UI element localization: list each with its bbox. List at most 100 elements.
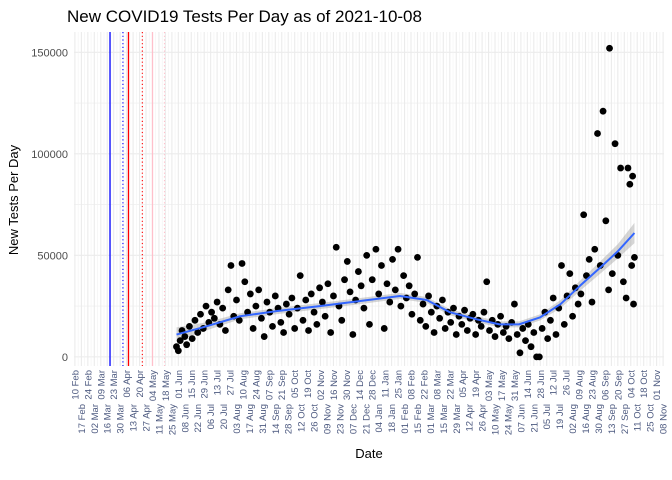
data-point bbox=[375, 290, 383, 298]
data-point bbox=[483, 278, 491, 286]
data-point bbox=[313, 320, 321, 328]
data-point bbox=[472, 331, 480, 338]
data-point bbox=[419, 300, 427, 308]
data-point bbox=[305, 327, 312, 334]
x-tick-label: 19 Apr bbox=[471, 370, 482, 397]
x-tick-label: 03 Aug bbox=[232, 404, 243, 434]
x-tick-label: 15 Jun bbox=[187, 370, 198, 399]
x-tick-label: 19 Jul bbox=[555, 404, 566, 429]
x-tick-label: 01 Feb bbox=[400, 404, 411, 434]
x-tick-label: 25 May bbox=[167, 404, 178, 435]
data-point bbox=[318, 298, 326, 306]
data-point bbox=[602, 217, 610, 225]
data-point bbox=[183, 341, 191, 349]
data-point bbox=[210, 314, 218, 322]
data-point bbox=[436, 314, 444, 322]
data-point bbox=[197, 310, 204, 318]
data-point bbox=[238, 260, 246, 267]
x-tick-label: 13 Apr bbox=[129, 404, 140, 431]
data-point bbox=[422, 323, 430, 330]
data-point bbox=[378, 262, 385, 269]
x-tick-label: 06 Apr bbox=[122, 370, 133, 397]
data-point bbox=[394, 245, 402, 253]
data-point bbox=[599, 107, 607, 115]
data-point bbox=[386, 298, 394, 306]
x-tick-label: 24 Aug bbox=[251, 370, 262, 400]
data-point bbox=[389, 256, 396, 263]
x-tick-label: 31 May bbox=[510, 370, 521, 401]
x-tick-label: 12 Apr bbox=[465, 404, 476, 431]
data-point bbox=[277, 318, 285, 326]
x-tick-label: 07 Jun bbox=[516, 404, 527, 433]
x-tick-label: 06 Sep bbox=[600, 370, 611, 400]
x-tick-label: 20 Apr bbox=[135, 370, 146, 397]
data-point bbox=[288, 294, 296, 302]
x-tick-label: 12 Oct bbox=[297, 404, 308, 432]
data-point bbox=[296, 272, 304, 280]
data-point bbox=[560, 320, 568, 328]
x-tick-label: 10 Aug bbox=[238, 370, 249, 400]
x-tick-label: 09 Mar bbox=[96, 370, 107, 400]
x-tick-label: 23 Aug bbox=[587, 370, 598, 400]
data-point bbox=[400, 272, 408, 280]
smooth-curve bbox=[176, 232, 636, 336]
data-point bbox=[341, 276, 348, 284]
data-point bbox=[224, 286, 232, 294]
x-tick-label: 26 Oct bbox=[310, 404, 321, 432]
data-point bbox=[558, 262, 565, 269]
data-point bbox=[608, 270, 616, 278]
data-point bbox=[569, 312, 576, 320]
data-point bbox=[425, 292, 432, 300]
data-point bbox=[227, 262, 235, 269]
data-point bbox=[611, 140, 619, 148]
x-tick-label: 02 Mar bbox=[90, 404, 101, 434]
x-tick-label: 28 Dec bbox=[368, 370, 379, 400]
x-tick-label: 14 Dec bbox=[355, 370, 366, 400]
x-tick-label: 29 Mar bbox=[452, 404, 463, 434]
data-point bbox=[310, 308, 318, 316]
data-point bbox=[241, 278, 249, 286]
x-tick-label: 18 Jan bbox=[387, 404, 398, 433]
data-point bbox=[491, 333, 499, 340]
data-point bbox=[530, 329, 538, 336]
x-tick-label: 22 Feb bbox=[419, 370, 430, 400]
data-point bbox=[181, 333, 189, 340]
x-tick-label: 12 Jul bbox=[549, 370, 560, 395]
y-axis-ticks: 0 50000 100000 150000 bbox=[31, 47, 68, 364]
smooth-line bbox=[176, 232, 636, 336]
data-point bbox=[519, 325, 527, 332]
x-axis-ticks: 10 Feb 17 Feb 24 Feb 02 Mar 09 Mar 16 Mar 23 M… bbox=[70, 370, 669, 436]
x-tick-label: 30 Aug bbox=[594, 404, 605, 434]
data-point bbox=[624, 164, 632, 172]
data-point bbox=[450, 304, 457, 312]
data-point bbox=[299, 316, 307, 324]
data-point bbox=[222, 327, 229, 334]
data-point bbox=[316, 284, 324, 292]
data-point bbox=[271, 292, 279, 300]
data-point bbox=[302, 296, 310, 304]
data-point bbox=[486, 327, 493, 334]
x-tick-label: 07 Dec bbox=[348, 404, 359, 434]
data-point bbox=[552, 331, 560, 338]
data-point bbox=[260, 333, 268, 340]
x-tick-label: 19 Oct bbox=[303, 370, 314, 398]
data-point bbox=[174, 347, 182, 355]
data-point bbox=[544, 335, 552, 342]
data-point bbox=[585, 256, 593, 263]
data-point bbox=[617, 164, 625, 172]
data-point bbox=[416, 316, 424, 324]
x-tick-label: 10 Feb bbox=[70, 370, 81, 400]
data-point bbox=[202, 302, 210, 310]
data-point bbox=[626, 180, 634, 188]
data-point bbox=[622, 294, 630, 302]
x-tick-label: 14 Sep bbox=[271, 404, 282, 434]
data-point bbox=[280, 329, 287, 336]
data-point bbox=[327, 329, 335, 336]
x-tick-label: 26 Apr bbox=[478, 404, 489, 431]
data-point bbox=[349, 331, 357, 338]
data-point bbox=[605, 286, 613, 294]
data-point bbox=[505, 335, 513, 342]
data-point bbox=[213, 298, 221, 306]
data-point bbox=[516, 349, 524, 357]
